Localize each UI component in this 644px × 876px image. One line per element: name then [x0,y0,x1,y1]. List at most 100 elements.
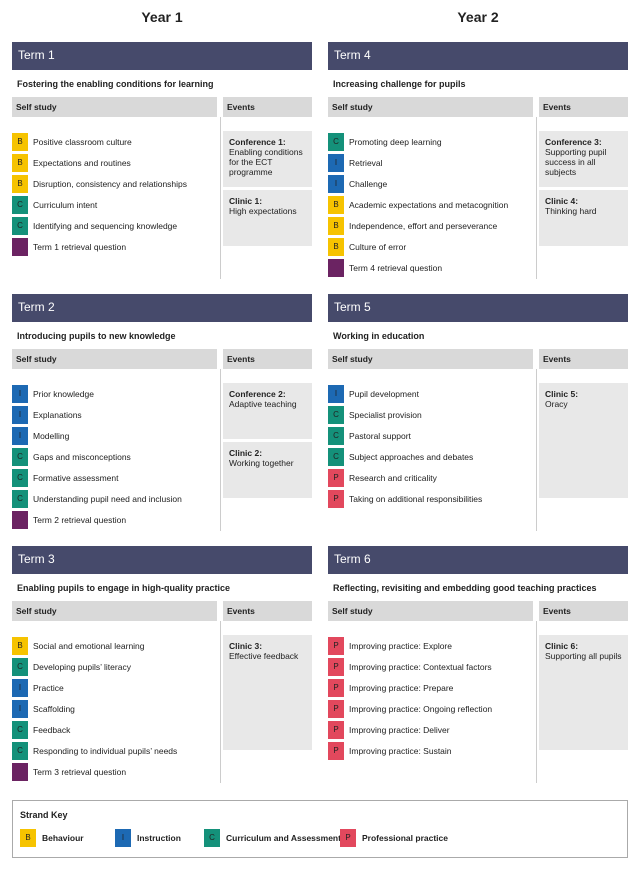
self-study-item: Improving practice: Contextual factors [349,662,492,672]
divider [220,621,221,783]
key-label: Instruction [137,833,181,843]
key-title: Strand Key [20,810,68,820]
self-study-item: Feedback [33,725,71,735]
self-study-item: Improving practice: Explore [349,641,452,651]
strand-icon: C [204,829,220,847]
strand-icon [12,238,28,256]
strand-icon: C [12,217,28,235]
event-title: Clinic 2: [229,448,263,458]
self-study-item: Promoting deep learning [349,137,442,147]
self-study-item: Prior knowledge [33,389,94,399]
strand-key: Strand Key B Behaviour I Instruction C Curricu… [12,800,628,858]
events-header: Events [539,601,628,621]
self-study-item: Taking on additional responsibilities [349,494,483,504]
strand-icon: C [12,490,28,508]
strand-icon: B [328,238,344,256]
self-study-item: Term 1 retrieval question [33,242,127,252]
event-title: Conference 1: [229,137,286,147]
self-study-item: Improving practice: Prepare [349,683,454,693]
strand-icon: P [340,829,356,847]
strand-icon [12,511,28,529]
strand-icon: C [328,427,344,445]
event-title: Conference 2: [229,389,286,399]
self-study-item: Academic expectations and metacognition [349,200,509,210]
self-study-item: Term 3 retrieval question [33,767,127,777]
term-header: Term 4 [328,42,628,70]
strand-icon: I [328,175,344,193]
event-title: Conference 3: [545,137,602,147]
strand-icon: B [12,133,28,151]
strand-icon: C [328,133,344,151]
event-text: Supporting pupil success in all subjects [545,147,607,177]
event-title: Clinic 4: [545,196,579,206]
strand-icon: I [12,700,28,718]
self-study-item: Specialist provision [349,410,422,420]
strand-icon [328,259,344,277]
event-box: Conference 1: Enabling conditions for the… [223,131,312,187]
strand-icon: B [12,154,28,172]
strand-icon: I [12,385,28,403]
term-subtitle: Fostering the enabling conditions for le… [17,79,214,89]
strand-icon: I [328,154,344,172]
event-text: Thinking hard [545,206,597,216]
self-study-header: Self study [12,349,217,369]
strand-icon: B [12,175,28,193]
event-text: Effective feedback [229,651,299,661]
event-title: Clinic 1: [229,196,263,206]
strand-icon: P [328,469,344,487]
self-study-item: Subject approaches and debates [349,452,474,462]
self-study-item: Research and criticality [349,473,437,483]
strand-icon: B [12,637,28,655]
strand-icon: P [328,490,344,508]
event-box: Clinic 3: Effective feedback [223,635,312,750]
strand-icon: B [20,829,36,847]
strand-icon: I [12,406,28,424]
strand-icon: C [12,658,28,676]
strand-icon: P [328,742,344,760]
event-box: Clinic 4: Thinking hard [539,190,628,246]
event-text: Adaptive teaching [229,399,297,409]
strand-icon: P [328,679,344,697]
divider [220,117,221,279]
term-subtitle: Enabling pupils to engage in high-qualit… [17,583,231,593]
self-study-item: Improving practice: Sustain [349,746,452,756]
self-study-item: Disruption, consistency and relationship… [33,179,188,189]
self-study-item: Social and emotional learning [33,641,145,651]
self-study-header: Self study [328,97,533,117]
self-study-item: Understanding pupil need and inclusion [33,494,182,504]
self-study-item: Explanations [33,410,82,420]
strand-icon: I [115,829,131,847]
year-label: Year 1 [141,9,183,25]
event-text: Working together [229,458,294,468]
events-header: Events [223,601,312,621]
self-study-item: Improving practice: Ongoing reflection [349,704,493,714]
event-text: Supporting all pupils [545,651,622,661]
self-study-item: Term 2 retrieval question [33,515,127,525]
event-box: Clinic 6: Supporting all pupils [539,635,628,750]
self-study-item: Gaps and misconceptions [33,452,131,462]
key-label: Professional practice [362,833,448,843]
term-header: Term 3 [12,546,312,574]
event-text: Oracy [545,399,568,409]
self-study-item: Independence, effort and perseverance [349,221,498,231]
event-title: Clinic 5: [545,389,579,399]
term-header: Term 6 [328,546,628,574]
strand-icon: P [328,721,344,739]
divider [536,369,537,531]
strand-icon: I [12,427,28,445]
strand-icon: C [12,742,28,760]
term-header: Term 2 [12,294,312,322]
self-study-item: Term 4 retrieval question [349,263,443,273]
self-study-item: Retrieval [349,158,383,168]
divider [536,117,537,279]
strand-icon: C [12,721,28,739]
divider [220,369,221,531]
strand-icon: I [12,679,28,697]
self-study-item: Culture of error [349,242,407,252]
term-header: Term 5 [328,294,628,322]
self-study-item: Formative assessment [33,473,119,483]
self-study-header: Self study [328,349,533,369]
event-box: Clinic 5: Oracy [539,383,628,498]
strand-icon: C [12,448,28,466]
self-study-item: Pastoral support [349,431,411,441]
